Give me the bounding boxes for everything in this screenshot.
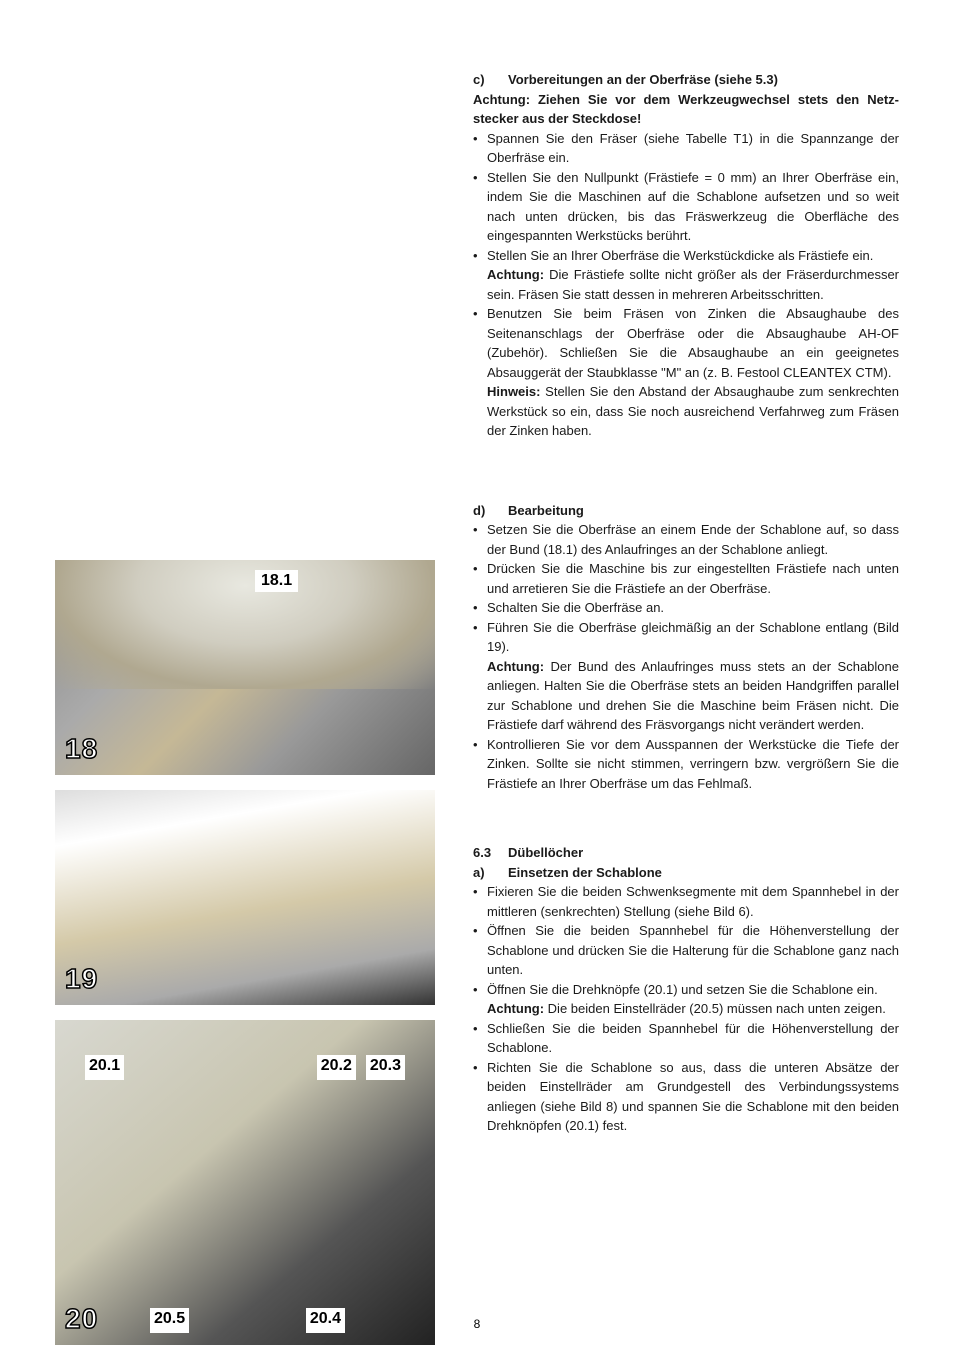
list-item: Führen Sie die Oberfräse gleichmäßig an … (473, 618, 899, 657)
figures-column: 18.1 18 19 20.1 20.2 20.3 20.5 20.4 20 (55, 70, 435, 1360)
list-item: Stellen Sie an Ihrer Oberfräse die Werks… (473, 246, 899, 266)
list-item: Schalten Sie die Oberfräse an. (473, 598, 899, 618)
figure-18-label: 18.1 (255, 570, 298, 592)
achtung-label: Achtung: (487, 1001, 544, 1016)
figure-20-label-2: 20.2 (317, 1055, 356, 1080)
hinweis-label: Hinweis: (487, 384, 540, 399)
achtung-text: Der Bund des Anlaufringes muss stets an … (487, 659, 899, 733)
section-c-hinweis: Hinweis: Stellen Sie den Abstand der Abs… (473, 382, 899, 441)
figure-19: 19 (55, 790, 435, 1005)
section-c-list: Spannen Sie den Fräser (siehe Tabelle T1… (473, 129, 899, 266)
text-column: c)Vorbereitungen an der Oberfräse (siehe… (473, 70, 899, 1360)
section-c-achtung: Achtung: Die Frästiefe sollte nicht größ… (473, 265, 899, 304)
page-number: 8 (474, 1317, 481, 1331)
list-item: Öffnen Sie die beiden Spannhebel für die… (473, 921, 899, 980)
section-d-letter: d) (473, 501, 508, 521)
section-6-3-list: Fixieren Sie die beiden Schwenksegmente … (473, 882, 899, 999)
list-item: Kontrollieren Sie vor dem Ausspannen der… (473, 735, 899, 794)
figure-20: 20.1 20.2 20.3 20.5 20.4 20 (55, 1020, 435, 1345)
section-6-3-sub-heading: a)Einsetzen der Schablone (473, 863, 899, 883)
section-d-achtung: Achtung: Der Bund des Anlaufringes muss … (473, 657, 899, 735)
section-d-title: Bearbeitung (508, 503, 584, 518)
list-item: Richten Sie die Schablone so aus, dass d… (473, 1058, 899, 1136)
list-item: Öffnen Sie die Drehknöpfe (20.1) und set… (473, 980, 899, 1000)
section-c-warning: Achtung: Ziehen Sie vor dem Werkzeugwech… (473, 90, 899, 129)
figure-20-label-4: 20.5 (150, 1308, 189, 1333)
section-d-list-2: Kontrollieren Sie vor dem Ausspannen der… (473, 735, 899, 794)
figure-19-number: 19 (65, 963, 98, 995)
section-6-3-title: Dübellöcher (508, 845, 583, 860)
section-c-letter: c) (473, 70, 508, 90)
achtung-label: Achtung: (487, 267, 544, 282)
figure-20-label-1: 20.1 (85, 1055, 124, 1080)
achtung-text: Die beiden Einstellräder (20.5) müssen n… (548, 1001, 886, 1016)
section-d-list: Setzen Sie die Oberfräse an einem Ende d… (473, 520, 899, 657)
figure-20-label-3: 20.3 (366, 1055, 405, 1080)
section-d-heading: d)Bearbeitung (473, 501, 899, 521)
section-6-3-sub-letter: a) (473, 863, 508, 883)
list-item: Fixieren Sie die beiden Schwenksegmente … (473, 882, 899, 921)
figure-20-label-5: 20.4 (306, 1308, 345, 1333)
list-item: Benutzen Sie beim Fräsen von Zinken die … (473, 304, 899, 382)
section-6-3-num: 6.3 (473, 843, 508, 863)
figure-20-number: 20 (65, 1303, 98, 1335)
achtung-label: Achtung: (487, 659, 544, 674)
list-item: Schließen Sie die beiden Spannhebel für … (473, 1019, 899, 1058)
section-6-3-achtung: Achtung: Die beiden Einstellräder (20.5)… (473, 999, 899, 1019)
figure-18-number: 18 (65, 733, 98, 765)
list-item: Setzen Sie die Oberfräse an einem Ende d… (473, 520, 899, 559)
section-6-3-sub-title: Einsetzen der Schablone (508, 865, 662, 880)
list-item: Drücken Sie die Maschine bis zur eingest… (473, 559, 899, 598)
section-6-3-list-2: Schließen Sie die beiden Spannhebel für … (473, 1019, 899, 1136)
achtung-text: Die Frästiefe sollte nicht größer als de… (487, 267, 899, 302)
figure-18: 18.1 18 (55, 560, 435, 775)
hinweis-text: Stellen Sie den Abstand der Absaughaube … (487, 384, 899, 438)
section-c-heading: c)Vorbereitungen an der Oberfräse (siehe… (473, 70, 899, 90)
list-item: Spannen Sie den Fräser (siehe Tabelle T1… (473, 129, 899, 168)
section-c-title: Vorbereitungen an der Oberfräse (siehe 5… (508, 72, 778, 87)
section-c-list-2: Benutzen Sie beim Fräsen von Zinken die … (473, 304, 899, 382)
section-6-3-heading: 6.3Dübellöcher (473, 843, 899, 863)
list-item: Stellen Sie den Nullpunkt (Frästiefe = 0… (473, 168, 899, 246)
